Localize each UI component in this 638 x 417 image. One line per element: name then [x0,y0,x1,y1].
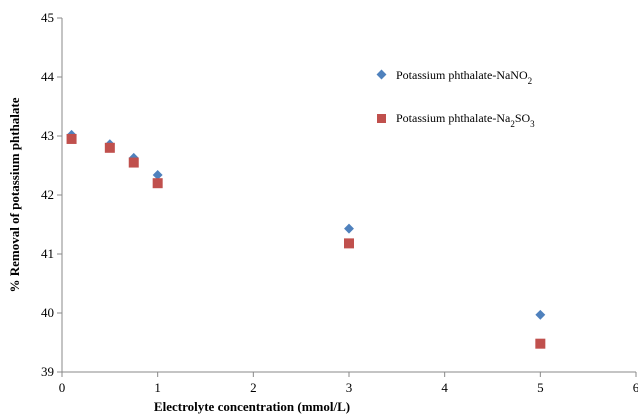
data-point-nano2 [344,223,354,234]
x-tick-label: 4 [441,380,448,395]
y-tick-label: 39 [41,364,54,379]
data-points [66,129,546,349]
legend: Potassium phthalate-NaNO2 Potassium phth… [376,68,535,129]
x-tick-label: 1 [154,380,161,395]
legend-label-na2so3-tail: SO [515,111,531,125]
y-tick-label: 40 [41,305,54,320]
legend-label-na2so3-main: Potassium phthalate-Na [396,111,511,125]
y-tick-label: 43 [41,128,54,143]
data-point-na2so3 [66,133,77,144]
data-point-na2so3 [535,338,546,349]
data-point-na2so3 [104,142,115,153]
legend-label-nano2-sub: 2 [528,76,533,86]
x-tick-label: 6 [633,380,638,395]
y-tick-label: 45 [41,10,54,25]
y-tick-label: 42 [41,187,54,202]
data-point-nano2 [535,309,546,320]
x-tick-label: 3 [346,380,353,395]
data-point-na2so3 [128,157,139,168]
x-tick-label: 2 [250,380,257,395]
x-tick-label: 5 [537,380,544,395]
x-tick-label: 0 [59,380,66,395]
legend-item-nano2: Potassium phthalate-NaNO2 [376,68,532,86]
x-ticks: 0 1 2 3 4 5 6 [59,372,638,395]
legend-label-nano2-main: Potassium phthalate-NaNO [396,68,528,82]
legend-item-na2so3: Potassium phthalate-Na2SO3 [377,111,535,129]
y-ticks: 39 40 41 42 43 44 45 [41,10,62,379]
legend-marker-diamond [376,69,387,80]
legend-label-na2so3: Potassium phthalate-Na2SO3 [396,111,535,129]
y-tick-label: 44 [41,69,55,84]
legend-label-nano2: Potassium phthalate-NaNO2 [396,68,532,86]
legend-label-na2so3-sub2: 3 [530,119,535,129]
y-axis-title: % Removal of potassium phthalate [7,97,22,292]
data-point-na2so3 [344,238,354,249]
y-tick-label: 41 [41,246,54,261]
x-axis-title: Electrolyte concentration (mmol/L) [154,399,350,414]
legend-label-na2so3-sub: 2 [510,119,515,129]
legend-marker-square [377,114,386,123]
axes [61,18,636,373]
data-point-nano2 [152,169,163,180]
data-point-na2so3 [152,178,163,189]
